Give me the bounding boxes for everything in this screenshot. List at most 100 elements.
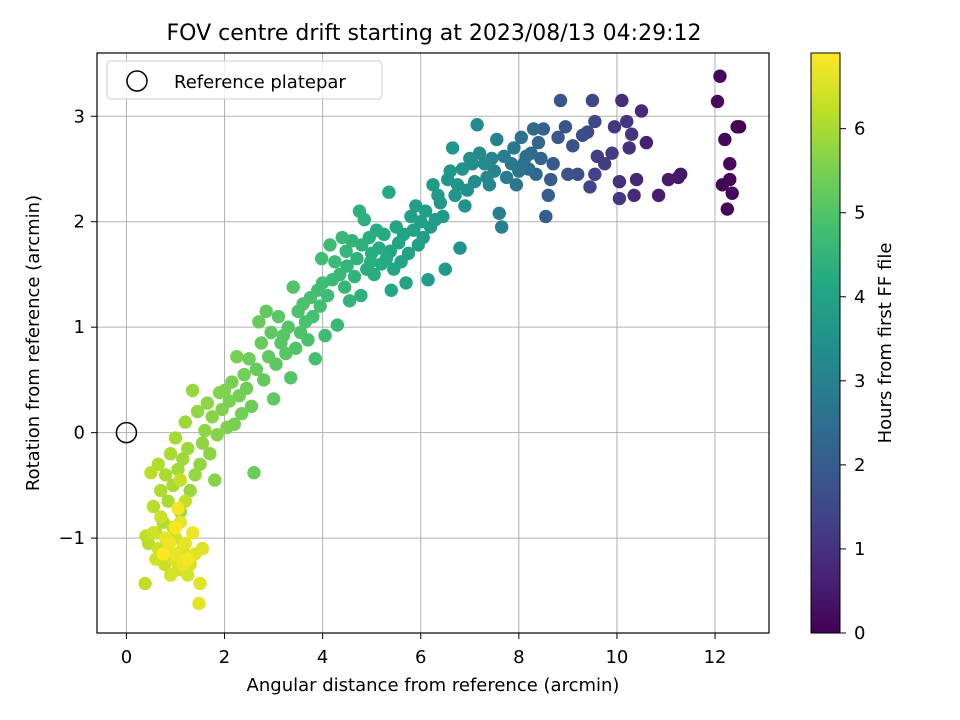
- data-point: [168, 520, 183, 535]
- x-axis-ticks: 0 2 4 6 8 10 12: [121, 633, 726, 668]
- data-point: [354, 288, 368, 303]
- data-point: [200, 396, 215, 410]
- data-point: [154, 510, 168, 524]
- legend-reference-marker: [126, 70, 148, 92]
- data-point: [470, 118, 484, 132]
- data-point: [558, 120, 573, 134]
- data-point: [339, 244, 353, 258]
- data-point: [195, 436, 210, 450]
- data-point: [195, 541, 210, 556]
- colorbar-tick-label: 3: [854, 371, 865, 392]
- data-point: [566, 139, 580, 153]
- plot-background: [97, 53, 769, 633]
- data-point: [249, 362, 264, 377]
- data-point: [514, 130, 528, 145]
- data-point: [718, 132, 732, 147]
- colorbar-tick-label: 2: [854, 455, 865, 476]
- data-point: [168, 431, 183, 445]
- data-point: [374, 257, 389, 271]
- data-point: [208, 473, 222, 487]
- data-point: [193, 576, 207, 591]
- colorbar-ticks: 0 1 2 3 4 5 6: [840, 119, 865, 644]
- data-point: [215, 402, 229, 417]
- data-point: [450, 178, 465, 192]
- data-point: [651, 188, 666, 203]
- legend: Reference platepar: [106, 60, 383, 100]
- colorbar: [810, 52, 841, 634]
- data-point: [338, 280, 352, 294]
- data-point: [154, 483, 168, 498]
- data-point: [509, 178, 524, 192]
- data-point: [183, 483, 197, 498]
- data-point: [350, 251, 364, 266]
- data-point: [298, 315, 313, 329]
- data-point: [185, 526, 200, 540]
- data-point: [620, 114, 634, 129]
- data-point: [421, 273, 435, 287]
- colorbar-tick-label: 1: [854, 539, 865, 560]
- y-tick-label: 1: [74, 317, 85, 338]
- data-point: [347, 269, 362, 284]
- data-point: [460, 183, 475, 197]
- colorbar-tick-label: 6: [854, 119, 865, 140]
- data-point: [181, 441, 195, 456]
- data-point: [453, 241, 467, 255]
- data-point: [288, 341, 303, 355]
- data-point: [274, 336, 288, 350]
- data-point: [497, 149, 511, 164]
- data-point: [585, 93, 600, 108]
- x-tick-label: 2: [219, 647, 230, 668]
- legend-box: [106, 60, 383, 100]
- data-point: [732, 120, 747, 134]
- data-point: [205, 410, 219, 424]
- data-point: [615, 93, 629, 108]
- data-point: [286, 280, 300, 294]
- data-point: [232, 389, 246, 403]
- data-point: [173, 473, 188, 487]
- data-point: [490, 132, 504, 147]
- reference-marker: [115, 421, 138, 444]
- data-point: [257, 373, 271, 387]
- y-axis-label: Rotation from reference (arcmin): [23, 195, 44, 491]
- data-point: [472, 146, 487, 160]
- data-point: [293, 325, 308, 340]
- data-point: [291, 304, 305, 319]
- data-point: [264, 325, 278, 340]
- plot-frame: [96, 52, 770, 634]
- data-point: [710, 94, 725, 109]
- data-point: [536, 122, 551, 136]
- data-point: [605, 146, 619, 160]
- data-point: [477, 157, 492, 171]
- data-point: [181, 568, 195, 582]
- data-point: [384, 283, 399, 297]
- y-axis-ticks: −1 0 1 2 3: [58, 106, 97, 549]
- data-point: [161, 494, 175, 508]
- data-point: [230, 350, 244, 364]
- data-point: [323, 238, 337, 252]
- data-point: [575, 128, 590, 142]
- data-point: [252, 315, 266, 329]
- data-point: [622, 141, 636, 155]
- data-point: [445, 141, 460, 155]
- chart-title: FOV centre drift starting at 2023/08/13 …: [167, 21, 702, 46]
- data-point: [279, 346, 293, 361]
- data-point: [308, 352, 322, 366]
- x-tick-label: 8: [513, 647, 524, 668]
- x-axis-label: Angular distance from reference (arcmin): [247, 675, 620, 696]
- data-point: [382, 185, 396, 199]
- data-point: [220, 420, 234, 435]
- data-point: [181, 552, 195, 566]
- data-point: [541, 188, 555, 203]
- data-point: [171, 462, 185, 477]
- data-point: [210, 428, 224, 442]
- data-point: [198, 423, 212, 438]
- data-point: [458, 199, 472, 213]
- data-point: [391, 236, 406, 250]
- data-point: [144, 466, 158, 480]
- data-point: [624, 127, 639, 141]
- data-point: [544, 172, 558, 187]
- data-point: [561, 167, 575, 181]
- data-point: [725, 186, 739, 200]
- data-point: [190, 404, 205, 419]
- data-point: [266, 392, 281, 406]
